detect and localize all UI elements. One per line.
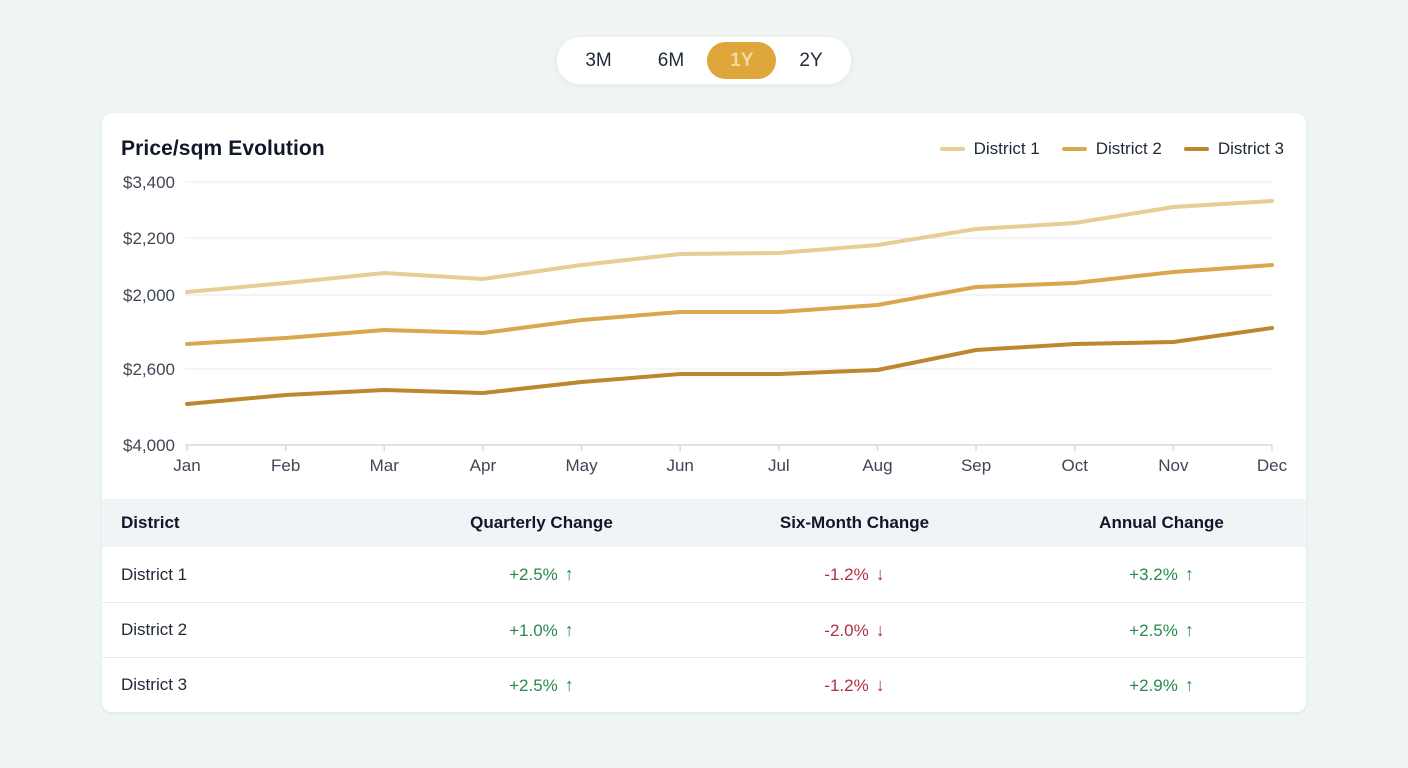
x-axis-tick-label: Jun bbox=[666, 456, 693, 475]
change-value: -1.2% ↓ bbox=[824, 674, 885, 695]
up-arrow-icon: ↑ bbox=[1184, 564, 1194, 584]
quarterly-change-cell: +2.5% ↑ bbox=[391, 675, 692, 696]
range-option-3m[interactable]: 3M bbox=[562, 42, 634, 79]
range-option-2y[interactable]: 2Y bbox=[776, 42, 845, 79]
column-header-quarterly-change: Quarterly Change bbox=[470, 513, 613, 532]
change-value: +3.2% ↑ bbox=[1129, 564, 1194, 584]
change-value: +2.9% ↑ bbox=[1129, 674, 1194, 695]
time-range-selector: 3M 6M 1Y 2Y bbox=[556, 36, 852, 85]
six-month-change-cell: -2.0% ↓ bbox=[692, 620, 1017, 641]
y-axis-tick-label: $3,400 bbox=[123, 173, 175, 192]
table-row: District 1 +2.5% ↑ -1.2% ↓ +3.2% ↑ bbox=[102, 547, 1306, 602]
down-arrow-icon: ↓ bbox=[875, 619, 885, 640]
legend-item-district-3: District 3 bbox=[1183, 139, 1284, 159]
legend-label: District 2 bbox=[1095, 139, 1162, 158]
series-line-district-1 bbox=[185, 199, 1274, 294]
six-month-change-cell: -1.2% ↓ bbox=[692, 564, 1017, 585]
legend-swatch-icon bbox=[1061, 147, 1087, 151]
down-arrow-icon: ↓ bbox=[875, 564, 885, 584]
legend-swatch-icon bbox=[939, 147, 965, 151]
quarterly-change-cell: +2.5% ↑ bbox=[391, 564, 692, 585]
x-axis-tick-label: Jan bbox=[173, 456, 200, 475]
x-axis-tick-label: Oct bbox=[1062, 456, 1089, 475]
x-axis-tick-label: Dec bbox=[1257, 456, 1288, 475]
table-header-row: District Quarterly Change Six-Month Change… bbox=[102, 499, 1306, 547]
legend-item-district-1: District 1 bbox=[939, 139, 1040, 159]
x-axis-tick-label: Feb bbox=[271, 456, 300, 475]
x-axis-tick-label: Jul bbox=[768, 456, 790, 475]
annual-change-cell: +3.2% ↑ bbox=[1017, 564, 1306, 585]
column-header-district: District bbox=[121, 513, 180, 532]
up-arrow-icon: ↑ bbox=[564, 674, 574, 695]
column-header-annual-change: Annual Change bbox=[1099, 513, 1224, 532]
y-axis-tick-label: $2,200 bbox=[123, 229, 175, 248]
series-line-district-3 bbox=[185, 326, 1274, 406]
x-axis-tick-label: Sep bbox=[961, 456, 991, 475]
annual-change-cell: +2.9% ↑ bbox=[1017, 675, 1306, 696]
main-card: Price/sqm Evolution District 1 District 2… bbox=[102, 113, 1306, 712]
annual-change-cell: +2.5% ↑ bbox=[1017, 620, 1306, 641]
up-arrow-icon: ↑ bbox=[1184, 674, 1194, 695]
range-option-1y[interactable]: 1Y bbox=[707, 42, 777, 79]
district-cell: District 2 bbox=[121, 620, 188, 639]
chart-header: Price/sqm Evolution District 1 District 2… bbox=[102, 113, 1306, 161]
legend-label: District 3 bbox=[1217, 139, 1284, 158]
legend-swatch-icon bbox=[1183, 147, 1209, 151]
table-row: District 2 +1.0% ↑ -2.0% ↓ +2.5% ↑ bbox=[102, 602, 1306, 657]
y-axis-tick-label: $4,000 bbox=[123, 436, 175, 455]
district-change-table: District Quarterly Change Six-Month Change… bbox=[102, 499, 1306, 712]
up-arrow-icon: ↑ bbox=[1184, 619, 1194, 640]
range-option-6m[interactable]: 6M bbox=[635, 42, 707, 79]
legend-item-district-2: District 2 bbox=[1061, 139, 1162, 159]
x-axis-tick-label: Apr bbox=[470, 456, 497, 475]
x-axis-tick-label: Nov bbox=[1158, 456, 1189, 475]
column-header-six-month-change: Six-Month Change bbox=[779, 513, 930, 532]
change-value: -2.0% ↓ bbox=[824, 619, 885, 640]
quarterly-change-cell: +1.0% ↑ bbox=[391, 620, 692, 641]
x-axis-tick-label: Aug bbox=[862, 456, 892, 475]
six-month-change-cell: -1.2% ↓ bbox=[692, 675, 1017, 696]
up-arrow-icon: ↑ bbox=[564, 564, 574, 584]
x-axis-tick-label: Mar bbox=[370, 456, 400, 475]
change-value: +2.5% ↑ bbox=[509, 674, 574, 695]
series-line-district-2 bbox=[185, 263, 1274, 346]
change-value: +2.5% ↑ bbox=[1129, 619, 1194, 640]
district-cell: District 3 bbox=[121, 675, 188, 694]
y-axis-tick-label: $2,000 bbox=[123, 286, 175, 305]
y-axis-tick-label: $2,600 bbox=[123, 360, 175, 379]
up-arrow-icon: ↑ bbox=[564, 619, 574, 640]
change-value: -1.2% ↓ bbox=[824, 564, 885, 584]
down-arrow-icon: ↓ bbox=[875, 674, 885, 695]
table-row: District 3 +2.5% ↑ -1.2% ↓ +2.9% ↑ bbox=[102, 657, 1306, 712]
legend-label: District 1 bbox=[973, 139, 1040, 158]
change-value: +1.0% ↑ bbox=[509, 619, 574, 640]
table-body: District 1 +2.5% ↑ -1.2% ↓ +3.2% ↑ District 2 +1… bbox=[102, 547, 1306, 712]
time-range-selector-wrap: 3M 6M 1Y 2Y bbox=[0, 0, 1408, 85]
district-cell: District 1 bbox=[121, 564, 188, 584]
chart-legend: District 1 District 2 District 3 bbox=[939, 139, 1284, 159]
change-value: +2.5% ↑ bbox=[509, 564, 574, 584]
chart-title: Price/sqm Evolution bbox=[121, 137, 325, 160]
x-axis-tick-label: May bbox=[565, 456, 598, 475]
